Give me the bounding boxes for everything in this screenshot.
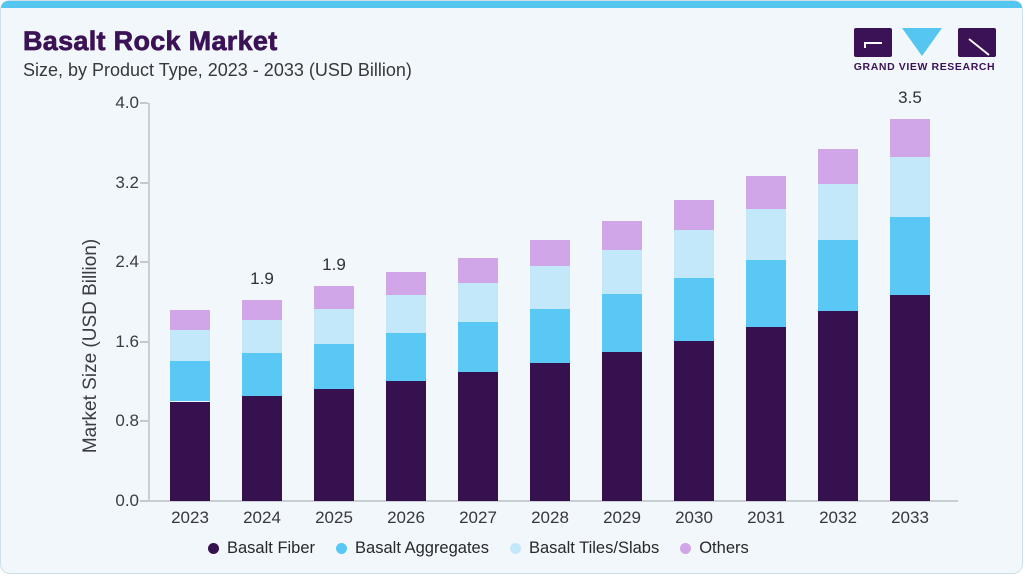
bar-segment-2031	[746, 209, 786, 261]
x-axis-label-2024: 2024	[243, 508, 281, 527]
chart-legend: Basalt Fiber Basalt Aggregates Basalt Tile…	[208, 539, 749, 558]
y-tick-mark	[140, 340, 148, 343]
y-tick-mark	[140, 420, 148, 423]
bar-segment-2028	[530, 266, 570, 309]
y-tick-label: 3.2	[115, 172, 139, 192]
bar-segment-2024	[242, 395, 282, 501]
bar-segment-2027	[458, 321, 498, 372]
bar-segment-2024	[242, 352, 282, 396]
legend-item: Others	[680, 539, 749, 558]
bar-segment-2031	[746, 326, 786, 501]
legend-swatch-icon	[680, 543, 692, 554]
gvr-logo-icon	[853, 28, 996, 57]
legend-item: Basalt Fiber	[208, 539, 315, 558]
bar-value-label-2025: 1.9	[322, 255, 346, 275]
bar-segment-2024	[242, 319, 282, 353]
y-axis-line	[148, 103, 150, 502]
x-axis-label-2027: 2027	[459, 508, 497, 527]
bar-segment-2033	[890, 295, 930, 501]
bar-segment-2023	[170, 329, 210, 361]
bar-segment-2027	[458, 371, 498, 501]
legend-item: Basalt Tiles/Slabs	[509, 539, 660, 558]
bar-segment-2029	[602, 221, 642, 251]
y-tick-mark	[140, 102, 148, 104]
y-tick-label: 2.4	[115, 252, 139, 272]
bar-segment-2025	[314, 343, 354, 389]
x-axis-label-2026: 2026	[387, 508, 425, 527]
bar-segment-2029	[602, 250, 642, 295]
x-axis-label-2031: 2031	[747, 508, 785, 527]
y-tick-mark	[140, 500, 148, 502]
bar-segment-2029	[602, 351, 642, 501]
legend-label: Basalt Aggregates	[355, 539, 489, 557]
bar-segment-2032	[818, 148, 858, 184]
x-axis-label-2025: 2025	[315, 508, 353, 527]
x-axis-label-2033: 2033	[891, 508, 929, 527]
bar-segment-2033	[890, 156, 930, 218]
bar-segment-2025	[314, 308, 354, 344]
bar-segment-2032	[818, 183, 858, 241]
bar-segment-2028	[530, 240, 570, 267]
bar-segment-2032	[818, 310, 858, 501]
y-tick-label: 4.0	[115, 93, 139, 112]
bar-segment-2023	[170, 360, 210, 402]
logo-wordmark: GRAND VIEW RESEARCH	[853, 61, 996, 73]
top-accent-strip	[1, 1, 1022, 8]
y-tick-mark	[140, 261, 148, 264]
legend-swatch-icon	[509, 543, 521, 554]
bar-value-label-2024: 1.9	[250, 269, 274, 288]
bar-segment-2024	[242, 300, 282, 320]
bar-segment-2030	[674, 278, 714, 341]
bar-segment-2033	[890, 118, 930, 157]
bar-segment-2031	[746, 175, 786, 210]
page-subtitle: Size, by Product Type, 2023 - 2033 (USD …	[23, 60, 412, 80]
x-axis-label-2029: 2029	[603, 508, 641, 527]
x-axis-label-2032: 2032	[819, 508, 857, 527]
bar-segment-2031	[746, 260, 786, 327]
bar-segment-2033	[890, 217, 930, 296]
x-axis-label-2030: 2030	[675, 508, 713, 527]
bar-segment-2025	[314, 286, 354, 309]
bar-segment-2027	[458, 283, 498, 322]
bar-segment-2023	[170, 401, 210, 501]
bar-segment-2032	[818, 240, 858, 311]
y-tick-mark	[140, 181, 148, 184]
bar-segment-2023	[170, 309, 210, 330]
bar-segment-2026	[386, 295, 426, 333]
x-axis-label-2023: 2023	[171, 508, 209, 527]
legend-swatch-icon	[208, 543, 219, 554]
y-tick-label: 0.8	[115, 411, 139, 431]
legend-label: Others	[699, 539, 749, 557]
bar-segment-2028	[530, 308, 570, 363]
bar-segment-2027	[458, 258, 498, 284]
legend-item: Basalt Aggregates	[336, 539, 489, 558]
bar-value-label-2033: 3.5	[898, 87, 922, 107]
bar-segment-2030	[674, 230, 714, 279]
bar-segment-2026	[386, 272, 426, 296]
legend-label: Basalt Fiber	[227, 539, 316, 557]
bar-segment-2025	[314, 388, 354, 501]
y-tick-label: 1.6	[115, 331, 139, 351]
legend-label: Basalt Tiles/Slabs	[528, 539, 660, 557]
y-tick-label: 0.0	[115, 491, 139, 510]
legend-swatch-icon	[336, 543, 348, 554]
bar-segment-2030	[674, 340, 714, 501]
bar-segment-2026	[386, 332, 426, 381]
bar-segment-2030	[674, 199, 714, 231]
x-axis-label-2028: 2028	[531, 508, 569, 527]
x-axis-line	[148, 500, 958, 502]
bar-segment-2029	[602, 294, 642, 352]
page-title: Basalt Rock Market	[23, 26, 278, 56]
grand-view-research-logo: GRAND VIEW RESEARCH	[852, 28, 997, 73]
bar-segment-2026	[386, 380, 426, 501]
bar-segment-2028	[530, 362, 570, 501]
